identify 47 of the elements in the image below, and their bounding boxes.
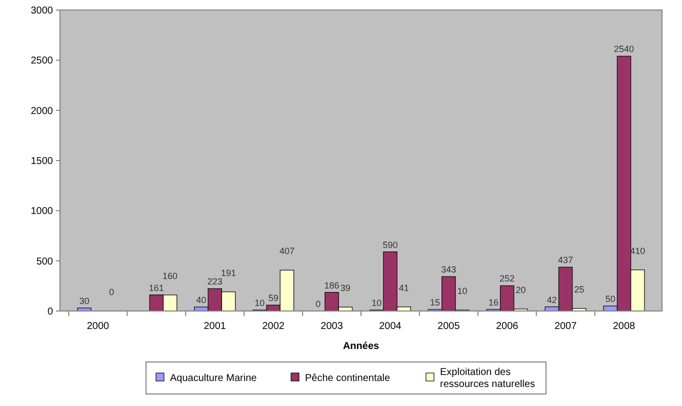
x-tick-label: 2008	[612, 321, 636, 332]
x-tick-label: 2000	[86, 321, 110, 332]
data-label: 160	[162, 270, 178, 281]
data-label: 50	[605, 294, 616, 304]
legend-label: Exploitation des ressources naturelles	[440, 367, 536, 390]
x-tick-label: 2001	[204, 321, 226, 332]
data-label: 10	[372, 298, 382, 308]
data-label: 407	[279, 246, 294, 256]
data-label: 223	[207, 276, 222, 287]
y-tick-label: 500	[36, 256, 54, 268]
data-label: 252	[500, 274, 515, 284]
x-tick-label: 2004	[379, 321, 402, 332]
x-axis-title: Années	[342, 341, 380, 352]
data-label: 191	[221, 268, 236, 278]
x-tick-label: 2003	[320, 321, 344, 332]
legend-label: Pêche continentale	[305, 373, 390, 384]
data-label: 20	[516, 284, 526, 295]
data-label: 16	[488, 297, 498, 308]
y-tick-label: 3000	[30, 6, 54, 16]
data-label: 10	[457, 286, 468, 296]
data-label: 30	[79, 296, 90, 306]
y-tick-label: 0	[47, 306, 54, 318]
data-label: 25	[574, 284, 584, 294]
data-label: 437	[558, 255, 574, 266]
data-label: 161	[148, 282, 164, 293]
x-tick-label: 2002	[262, 321, 285, 332]
data-label: 59	[268, 293, 278, 304]
data-label: 186	[324, 280, 340, 290]
x-tick-label: 2005	[438, 321, 460, 332]
data-label: 0	[109, 287, 114, 297]
data-label: 2540	[614, 44, 634, 54]
y-tick-label: 1500	[30, 156, 54, 167]
legend-label: Aquaculture Marine	[170, 373, 258, 384]
y-tick-label: 1000	[30, 206, 54, 218]
data-label: 15	[430, 297, 440, 308]
data-label: 39	[340, 283, 350, 294]
x-tick-label: 2006	[496, 321, 519, 332]
data-label: 590	[382, 240, 398, 250]
y-tick-label: 2500	[30, 56, 54, 67]
data-label: 41	[398, 282, 409, 293]
data-label: 40	[196, 294, 206, 305]
y-tick-label: 2000	[30, 106, 54, 117]
data-label: 0	[316, 299, 321, 309]
data-label: 10	[254, 298, 265, 308]
data-label: 343	[441, 264, 456, 275]
x-tick-label: 2007	[554, 321, 578, 332]
data-label: 42	[546, 294, 557, 305]
